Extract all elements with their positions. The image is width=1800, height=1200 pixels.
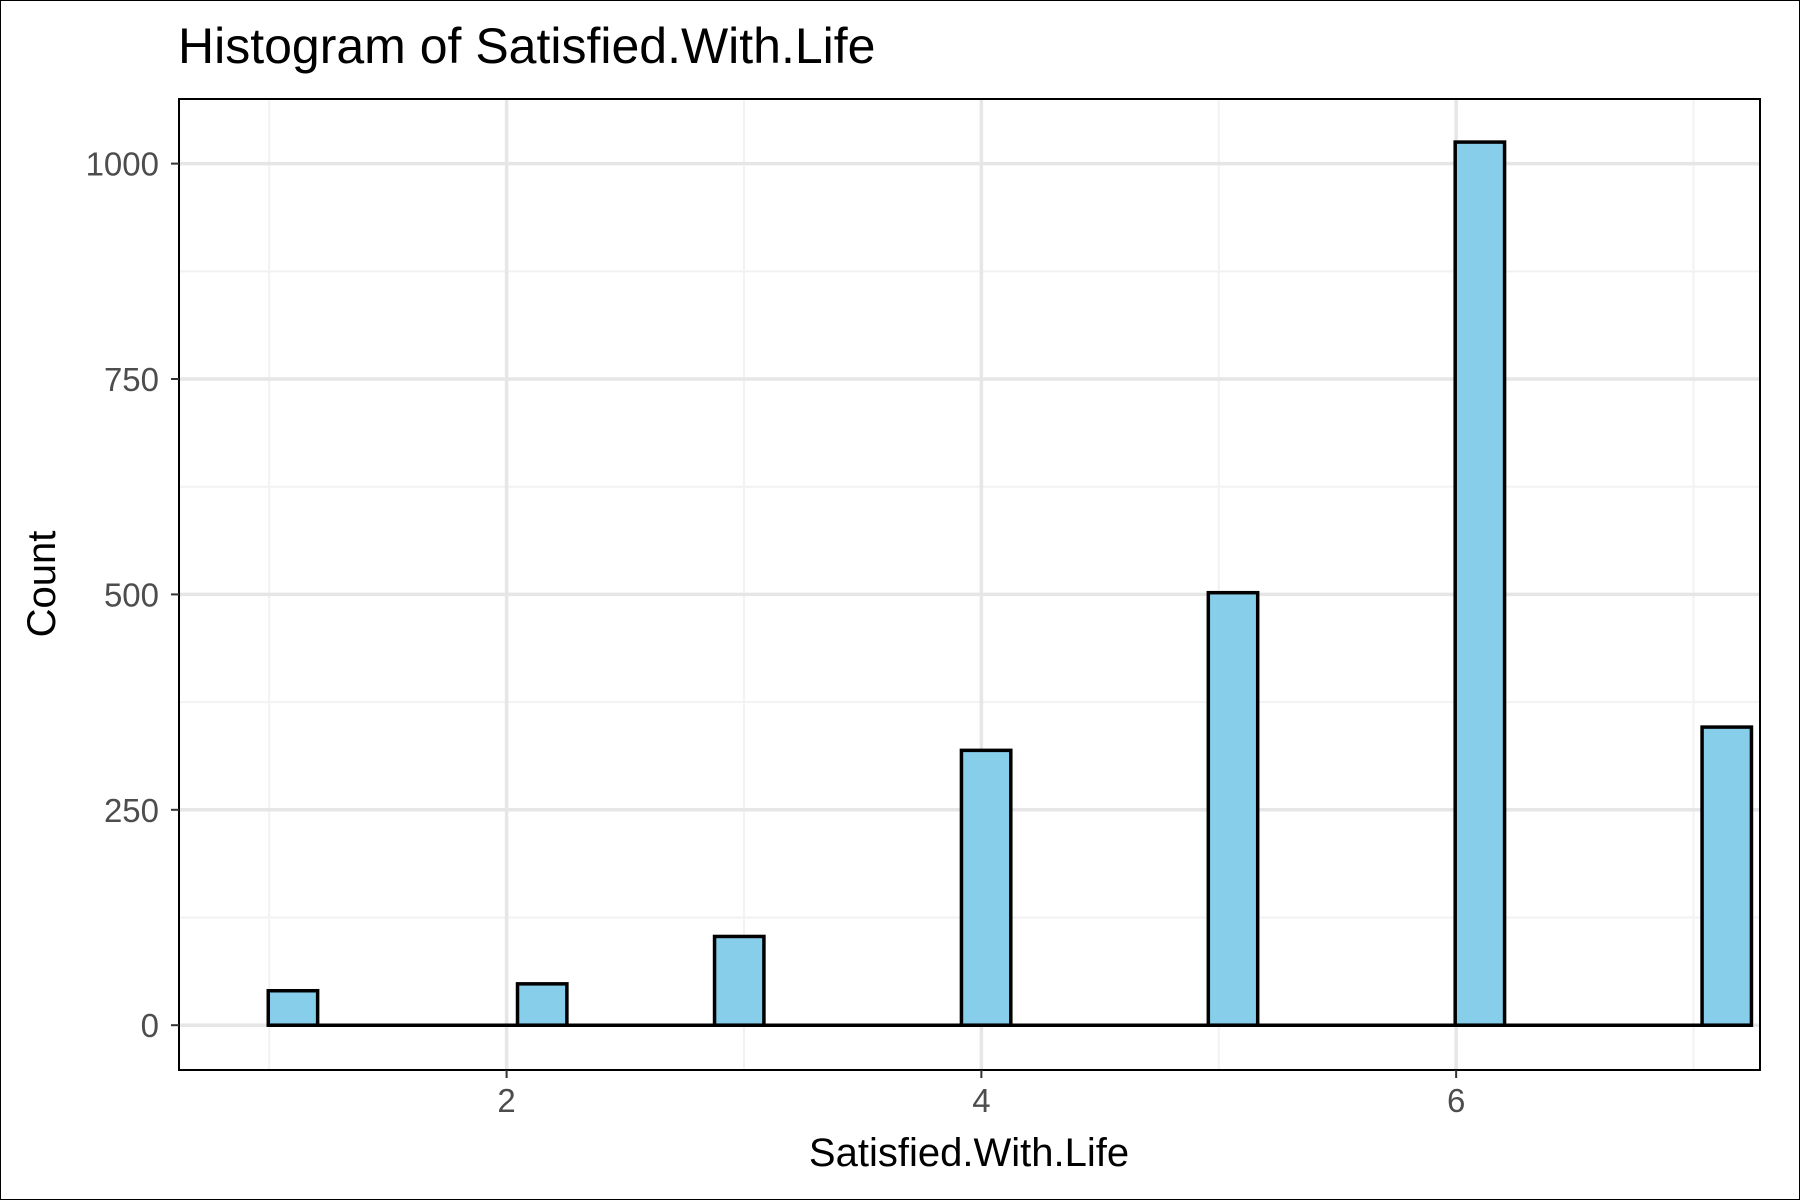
histogram-bar-5	[1206, 590, 1260, 1027]
histogram-bar-2	[515, 982, 569, 1027]
histogram-bar-3	[712, 934, 766, 1027]
histogram-bar-7	[1700, 725, 1754, 1027]
x-axis-title: Satisfied.With.Life	[809, 1131, 1129, 1175]
histogram-bar-1	[266, 988, 320, 1027]
plot-panel-border	[178, 98, 1761, 1071]
y-tick-label: 0	[141, 1007, 159, 1044]
y-tick-label: 1000	[86, 146, 159, 183]
histogram-bars	[266, 140, 1754, 1027]
x-axis-ticks: 2 4 6	[497, 1070, 1465, 1119]
x-tick-label: 4	[972, 1082, 990, 1119]
histogram-bar-4	[959, 748, 1013, 1027]
y-tick-label: 250	[104, 792, 159, 829]
x-tick-label: 2	[497, 1082, 515, 1119]
y-tick-label: 500	[104, 576, 159, 613]
y-axis-ticks: 0 250 500 750 1000	[86, 146, 179, 1044]
histogram-bar-6	[1453, 140, 1507, 1027]
y-tick-label: 750	[104, 361, 159, 398]
x-tick-label: 6	[1447, 1082, 1465, 1119]
y-axis-title: Count	[20, 531, 64, 638]
chart-title: Histogram of Satisfied.With.Life	[178, 18, 876, 74]
